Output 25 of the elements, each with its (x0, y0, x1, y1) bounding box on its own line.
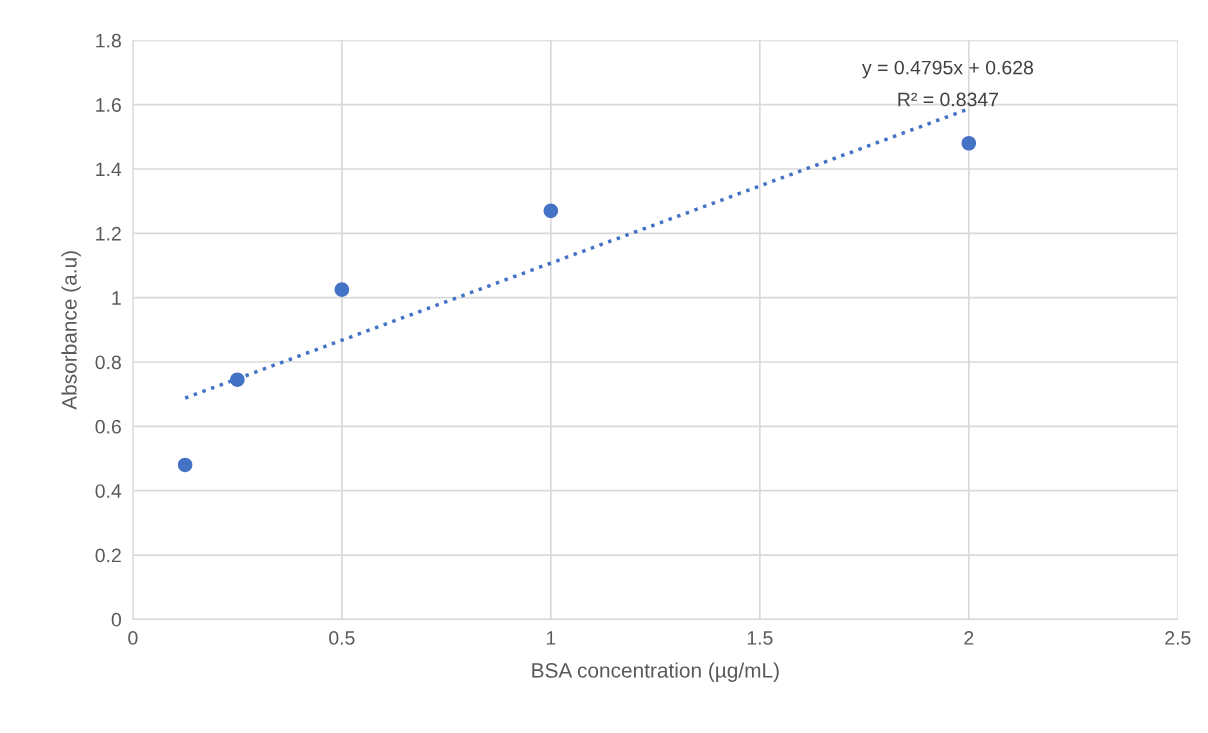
y-tick-label: 0.6 (95, 419, 121, 434)
y-tick-label: 0.4 (95, 484, 122, 498)
x-tick-label: 1.5 (747, 631, 773, 645)
annotation: R² = 0.8347 (898, 92, 999, 107)
x-tick-label: 2.5 (1165, 631, 1191, 645)
y-axis-title: Absorbance (a.u) (61, 251, 81, 410)
x-tick-label: 0 (128, 631, 138, 645)
y-tick-label: 0.8 (95, 355, 121, 370)
y-tick-label: 1.4 (96, 162, 122, 177)
y-tick-label: 1.2 (96, 226, 121, 241)
x-tick-label: 1 (546, 631, 556, 645)
y-tick-label: 1.8 (96, 33, 121, 48)
y-tick-label: 1 (112, 291, 121, 305)
point (543, 203, 559, 219)
x-axis-title: BSA concentration (µg/mL) (532, 662, 779, 682)
point (334, 282, 350, 297)
annotation: y = 0.4795x + 0.628 (862, 60, 1034, 79)
y-tick-label: 0.2 (95, 548, 121, 563)
x-tick-label: 0.5 (329, 631, 355, 645)
point (230, 372, 245, 387)
x-tick-label: 2 (964, 631, 974, 645)
y-tick-label: 0 (111, 612, 122, 627)
y-tick-label: 1.6 (96, 98, 121, 112)
point (177, 457, 193, 473)
point (961, 135, 977, 151)
